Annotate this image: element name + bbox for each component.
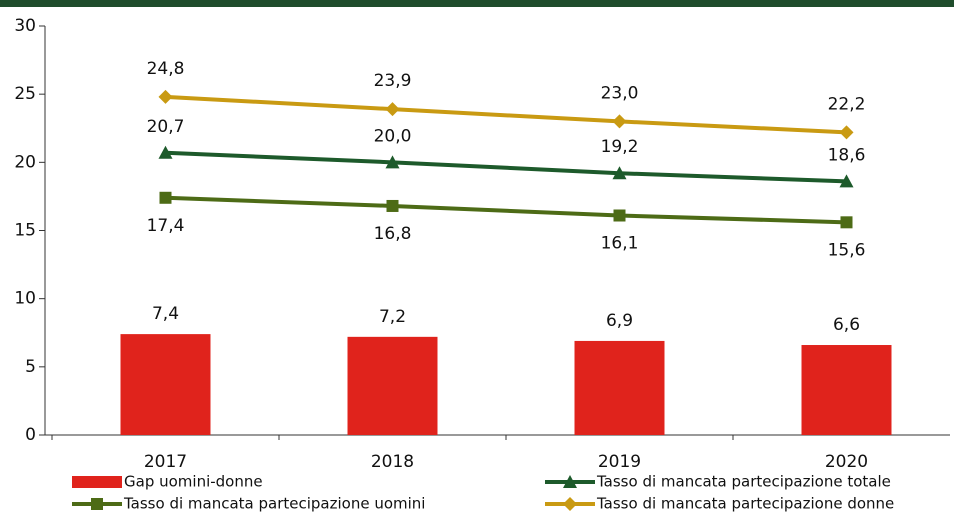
x-tick-label: 2020 — [825, 452, 868, 472]
y-tick-label: 0 — [25, 425, 36, 445]
data-label: 24,8 — [147, 59, 185, 79]
y-tick-label: 15 — [14, 221, 36, 241]
data-label: 15,6 — [828, 240, 866, 260]
data-label: 23,0 — [601, 83, 639, 103]
x-tick-label: 2019 — [598, 452, 641, 472]
data-label: 6,9 — [606, 311, 633, 331]
data-label: 17,4 — [147, 216, 185, 236]
bar — [801, 345, 892, 435]
legend-label: Gap uomini-donne — [124, 473, 263, 491]
marker — [159, 191, 172, 204]
line — [165, 195, 847, 225]
marker — [612, 166, 627, 180]
marker — [158, 145, 173, 159]
data-label: 6,6 — [833, 315, 860, 335]
y-tick-label: 20 — [14, 152, 36, 172]
marker — [386, 199, 399, 212]
bar — [574, 340, 665, 435]
y-tick-label: 5 — [25, 357, 36, 377]
line — [165, 150, 847, 184]
data-label: 16,8 — [374, 224, 412, 244]
data-label: 22,2 — [828, 94, 866, 114]
legend-label: Tasso di mancata partecipazione totale — [596, 473, 891, 491]
marker — [839, 174, 854, 188]
x-tick-label: 2017 — [144, 452, 187, 472]
bar — [347, 336, 438, 435]
bar — [120, 334, 211, 435]
marker — [612, 114, 627, 129]
y-tick-label: 25 — [14, 84, 36, 104]
data-label: 23,9 — [374, 71, 412, 91]
data-label: 18,6 — [828, 145, 866, 165]
y-tick-label: 30 — [14, 16, 36, 36]
x-tick-label: 2018 — [371, 452, 414, 472]
marker — [158, 89, 173, 104]
y-tick-label: 10 — [14, 289, 36, 309]
data-label: 7,2 — [379, 307, 406, 327]
data-label: 20,0 — [374, 126, 412, 146]
data-label: 19,2 — [601, 137, 639, 157]
marker — [563, 475, 577, 488]
top-band — [0, 0, 954, 7]
legend-label: Tasso di mancata partecipazione uomini — [123, 495, 425, 513]
marker — [385, 155, 400, 169]
marker — [563, 497, 577, 511]
line — [165, 94, 847, 135]
legend-label: Tasso di mancata partecipazione donne — [596, 495, 894, 513]
marker — [839, 125, 854, 140]
marker — [840, 216, 853, 229]
marker — [91, 498, 103, 510]
legend-swatch — [72, 476, 122, 488]
data-label: 20,7 — [147, 117, 185, 137]
data-label: 7,4 — [152, 304, 179, 324]
data-label: 16,1 — [601, 234, 639, 254]
marker — [613, 209, 626, 222]
marker — [385, 102, 400, 117]
